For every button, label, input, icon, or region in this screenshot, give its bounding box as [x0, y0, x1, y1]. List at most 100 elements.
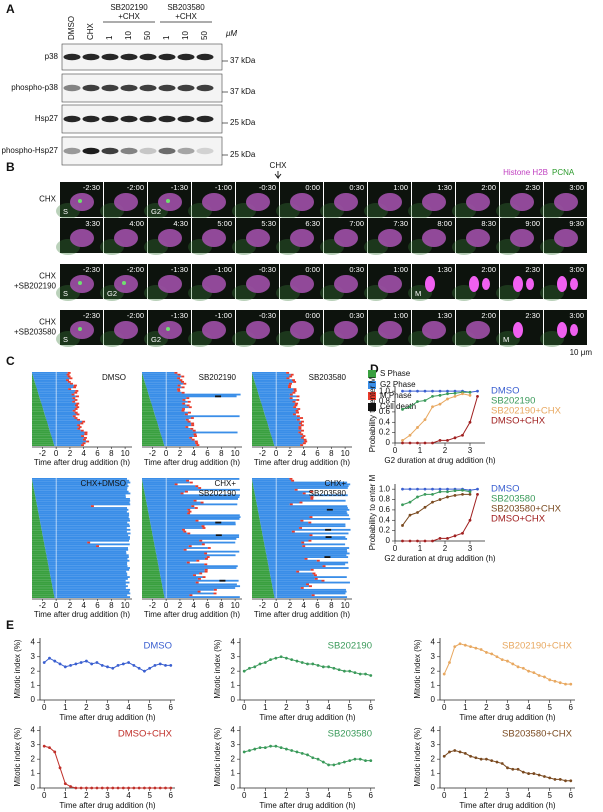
data-point: [148, 786, 152, 790]
data-point: [511, 767, 515, 771]
track-s-phase: [252, 498, 256, 500]
data-point: [242, 750, 246, 754]
data-point: [332, 763, 336, 767]
data-point: [148, 666, 152, 670]
track-m-phase: [191, 505, 195, 508]
track-s-phase: [252, 561, 268, 564]
track-s-phase: [142, 596, 165, 598]
track-g2-phase: [44, 411, 75, 414]
group-label: SB203580: [167, 3, 205, 12]
track-m-phase: [76, 402, 80, 405]
track-s-phase: [142, 523, 151, 526]
background-cell: [540, 331, 564, 347]
track-s-phase: [252, 567, 269, 569]
data-point: [461, 488, 464, 492]
blot-band: [82, 84, 100, 92]
x-axis-label: Time after drug addition (h): [459, 801, 556, 810]
track-m-phase: [310, 498, 314, 500]
track-g2-phase: [145, 382, 184, 385]
track-g2-phase: [164, 444, 197, 446]
track-m-phase: [74, 411, 78, 414]
x-tick-label: 5: [147, 791, 152, 800]
track-m-phase: [87, 541, 91, 544]
data-point: [446, 490, 449, 494]
track-g2-phase: [142, 372, 175, 374]
time-label: 1:30: [437, 311, 452, 320]
track-s-phase: [142, 532, 153, 535]
y-axis-label: Mitotic index (%): [213, 727, 222, 786]
track-s-phase: [252, 503, 257, 506]
x-tick-label: 8: [329, 449, 334, 458]
x-axis-label: Time after drug addition (h): [254, 458, 351, 467]
row-label: phospho-p38: [11, 83, 58, 92]
track-m-phase: [300, 436, 304, 439]
track-g2-phase: [155, 415, 240, 418]
data-point: [453, 489, 457, 493]
nucleus: [466, 193, 490, 211]
track-g2-phase: [148, 514, 240, 517]
track-s-phase: [252, 579, 272, 582]
track-g2-phase: [152, 532, 188, 535]
track-s-phase: [32, 485, 34, 488]
x-tick-label: 0: [42, 703, 47, 712]
track-g2-phase: [270, 574, 314, 577]
time-label: 7:30: [393, 219, 408, 228]
nucleus: [290, 321, 314, 339]
track-g2-phase: [271, 579, 322, 582]
nucleus: [422, 229, 446, 247]
track-g2-phase: [38, 510, 127, 513]
data-point: [461, 392, 464, 396]
data-point: [348, 759, 352, 763]
nucleus: [202, 229, 226, 247]
marker-label: 25 kDa: [230, 118, 256, 127]
data-point: [468, 492, 472, 496]
chromatin: [513, 276, 523, 292]
track-g2-phase: [155, 547, 208, 549]
data-point: [448, 750, 451, 754]
data-point: [121, 786, 125, 790]
track-g2-phase: [40, 523, 130, 526]
data-point: [442, 754, 446, 758]
data-point: [468, 390, 472, 394]
x-tick-label: 6: [169, 791, 174, 800]
track-s-phase: [32, 399, 41, 401]
track-g2-phase: [48, 424, 78, 427]
legend-label: SB202190: [491, 396, 535, 407]
data-point: [543, 675, 546, 679]
track-m-phase: [289, 503, 293, 506]
y-tick-label: 0.6: [379, 407, 391, 416]
x-tick-label: 3: [305, 791, 310, 800]
background-cell: [408, 285, 432, 301]
y-axis-label: Probability to enter M: [368, 376, 377, 452]
track-g2-phase: [160, 574, 194, 577]
track-m-phase: [193, 574, 197, 577]
nucleus: [510, 229, 534, 247]
track-s-phase: [252, 505, 258, 508]
track-m-phase: [174, 483, 178, 486]
track-m-phase: [74, 391, 78, 394]
scale-label: 10 μm: [570, 348, 593, 357]
track-s-phase: [142, 442, 164, 445]
track-g2-phase: [268, 567, 349, 569]
track-s-phase: [32, 444, 55, 446]
x-tick-label: 1: [263, 791, 268, 800]
track-s-phase: [32, 501, 37, 504]
track-s-phase: [252, 388, 257, 391]
data-point: [500, 762, 504, 765]
track-s-phase: [142, 594, 165, 597]
track-g2-phase: [265, 547, 350, 549]
track-g2-phase: [151, 404, 187, 407]
track-s-phase: [32, 420, 47, 423]
track-m-phase: [74, 417, 78, 419]
track-s-phase: [252, 521, 261, 524]
track-s-phase: [32, 519, 40, 522]
data-point: [42, 744, 46, 748]
track-s-phase: [252, 576, 271, 578]
track-g2-phase: [46, 554, 129, 557]
data-point: [423, 492, 427, 496]
x-tick-label: 4: [326, 703, 331, 712]
blot-band: [82, 53, 100, 61]
data-point: [74, 662, 78, 666]
x-axis-label: Time after drug addition (h): [259, 801, 356, 810]
time-label: -1:00: [215, 183, 232, 192]
